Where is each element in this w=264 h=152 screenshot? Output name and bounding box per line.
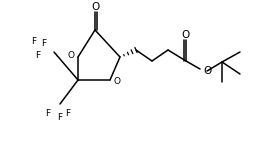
Text: O: O [91, 2, 99, 12]
Text: O: O [203, 66, 211, 76]
Text: O: O [182, 29, 190, 40]
Text: F: F [35, 52, 41, 60]
Text: F: F [58, 114, 63, 123]
Text: F: F [41, 40, 46, 48]
Text: F: F [31, 38, 36, 47]
Text: F: F [65, 109, 70, 119]
Text: O: O [114, 76, 121, 85]
Text: O: O [67, 52, 74, 60]
Text: F: F [45, 109, 51, 119]
